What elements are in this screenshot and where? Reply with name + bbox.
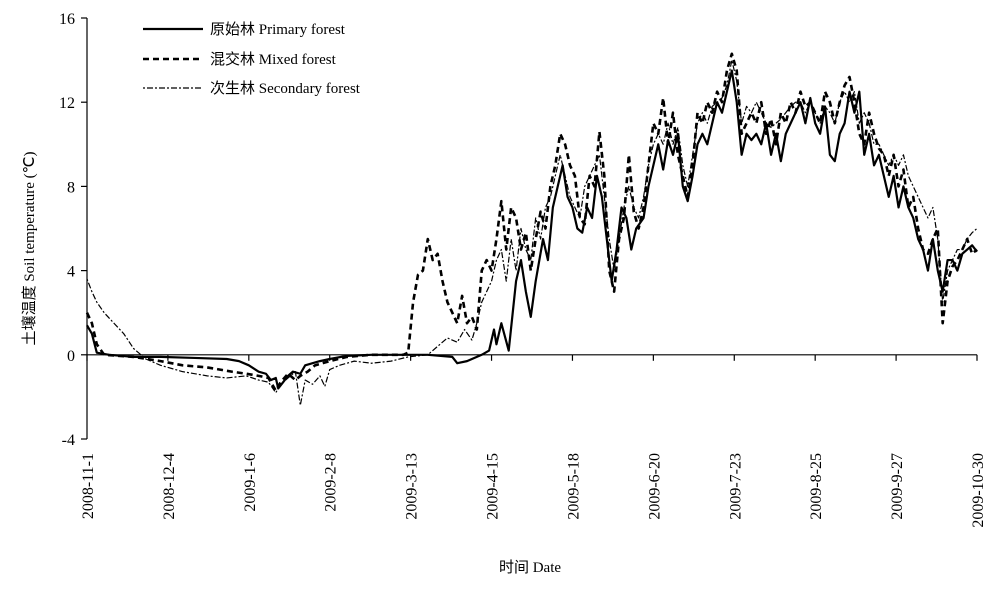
- legend-label-primary-forest: 原始林 Primary forest: [210, 21, 346, 38]
- series-line-mixed-forest: [85, 52, 978, 392]
- x-tick-label: 2009-7-23: [727, 453, 744, 520]
- y-tick-label: -4: [62, 432, 75, 449]
- y-tick-label: 0: [67, 348, 75, 365]
- y-axis-ticks: -4 0 4 8 12 16: [59, 11, 87, 449]
- y-tick-label: 12: [59, 95, 75, 112]
- y-tick-label: 16: [59, 11, 75, 28]
- x-axis-ticks: 2008-11-1 2008-12-4 2009-1-6 2009-2-8 2009-3…: [80, 354, 987, 528]
- series-line-primary-forest: [86, 69, 978, 390]
- x-tick-label: 2009-6-20: [646, 453, 663, 520]
- legend-item-mixed-forest: 混交林 Mixed forest: [143, 50, 337, 68]
- legend-label-mixed-forest: 混交林 Mixed forest: [210, 50, 337, 68]
- x-tick-label: 2009-9-27: [889, 453, 906, 520]
- y-axis-title: 土壤温度 Soil temperature (℃): [20, 152, 38, 346]
- y-tick-label: 8: [67, 179, 75, 196]
- x-tick-label: 2009-2-8: [323, 453, 340, 512]
- x-tick-label: 2008-11-1: [80, 453, 97, 519]
- y-tick-label: 4: [67, 264, 75, 281]
- x-tick-label: 2009-8-25: [808, 453, 825, 520]
- legend: 原始林 Primary forest 混交林 Mixed forest 次生林 …: [143, 21, 361, 97]
- x-tick-label: 2009-1-6: [242, 453, 259, 512]
- x-tick-label: 2008-12-4: [161, 453, 178, 520]
- x-axis-title: 时间 Date: [499, 559, 561, 576]
- legend-item-secondary-forest: 次生林 Secondary forest: [143, 80, 361, 97]
- series-lines: [85, 52, 978, 406]
- legend-label-secondary-forest: 次生林 Secondary forest: [210, 80, 361, 97]
- plot-axes: [86, 18, 977, 439]
- x-tick-label: 2009-4-15: [485, 453, 502, 520]
- legend-item-primary-forest: 原始林 Primary forest: [143, 21, 346, 38]
- x-tick-label: 2009-3-13: [404, 453, 421, 520]
- series-line-secondary-forest: [86, 59, 978, 406]
- x-tick-label: 2009-10-30: [970, 453, 987, 528]
- x-tick-label: 2009-5-18: [565, 453, 582, 520]
